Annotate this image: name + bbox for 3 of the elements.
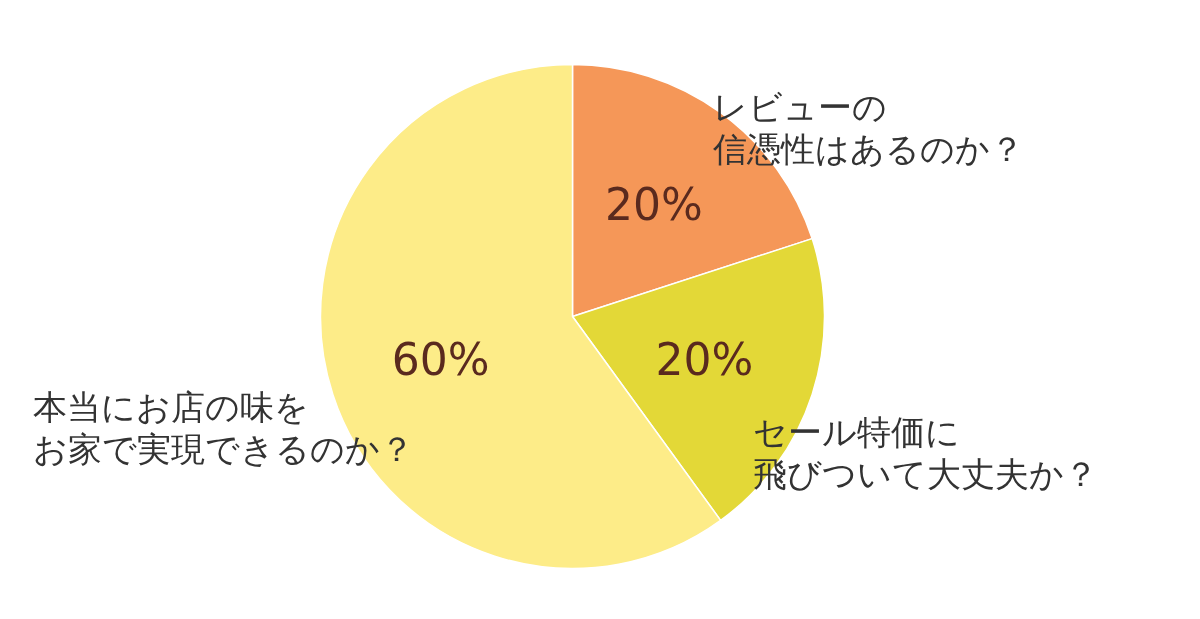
data-label: 20%: [655, 333, 754, 385]
data-label: 20%: [605, 178, 703, 230]
data-label: 60%: [391, 333, 490, 385]
